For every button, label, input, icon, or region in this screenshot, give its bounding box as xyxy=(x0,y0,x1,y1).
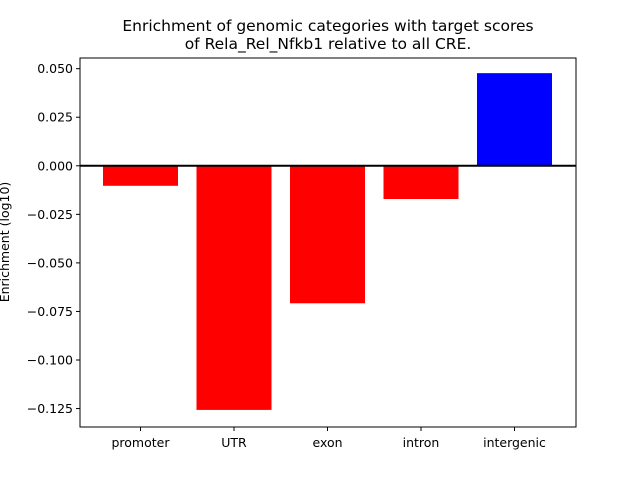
y-tick-label: 0.050 xyxy=(37,61,73,76)
chart-title-line-2: of Rela_Rel_Nfkb1 relative to all CRE. xyxy=(185,35,472,54)
x-tick-label-exon: exon xyxy=(312,435,342,450)
y-tick-label: 0.000 xyxy=(37,158,73,173)
chart-title-line-1: Enrichment of genomic categories with ta… xyxy=(122,17,533,35)
y-tick-label: 0.025 xyxy=(37,110,73,125)
bar-intron xyxy=(383,165,459,199)
y-tick-label: −0.050 xyxy=(27,255,73,270)
y-tick-label: −0.125 xyxy=(27,401,73,416)
x-axis-ticks: promoter UTR exon intron intergenic xyxy=(111,427,546,450)
y-axis-label: Enrichment (log10) xyxy=(0,182,12,303)
y-tick-label: −0.075 xyxy=(27,304,73,319)
x-tick-label-intergenic: intergenic xyxy=(483,435,546,450)
y-axis-ticks: 0.050 0.025 0.000 −0.025 −0.050 −0.075 −0.100 −… xyxy=(27,61,80,416)
x-tick-label-UTR: UTR xyxy=(221,435,247,450)
bar-UTR xyxy=(196,165,272,410)
bar-promoter xyxy=(103,165,178,186)
y-tick-label: −0.025 xyxy=(27,207,73,222)
x-tick-label-intron: intron xyxy=(403,435,440,450)
x-tick-label-promoter: promoter xyxy=(111,435,170,450)
bars-group xyxy=(103,73,552,410)
bar-intergenic xyxy=(477,73,552,166)
y-tick-label: −0.100 xyxy=(27,352,73,367)
bar-exon xyxy=(290,165,365,304)
